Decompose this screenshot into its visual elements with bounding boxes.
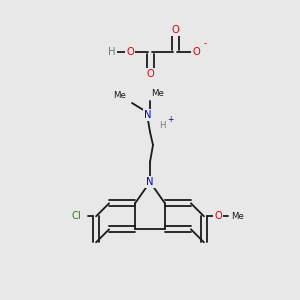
Text: -: -: [203, 40, 207, 49]
Text: Me: Me: [152, 88, 164, 98]
Text: O: O: [126, 47, 134, 57]
Text: Me: Me: [232, 212, 244, 221]
Text: H: H: [159, 121, 165, 130]
Text: O: O: [146, 69, 154, 79]
Text: O: O: [214, 211, 222, 221]
Text: +: +: [167, 116, 173, 124]
Text: Me: Me: [114, 91, 126, 100]
Text: Cl: Cl: [71, 211, 81, 221]
Text: O: O: [171, 25, 179, 35]
Text: N: N: [144, 110, 152, 120]
Text: H: H: [108, 47, 116, 57]
Text: N: N: [146, 177, 154, 187]
Text: O: O: [192, 47, 200, 57]
